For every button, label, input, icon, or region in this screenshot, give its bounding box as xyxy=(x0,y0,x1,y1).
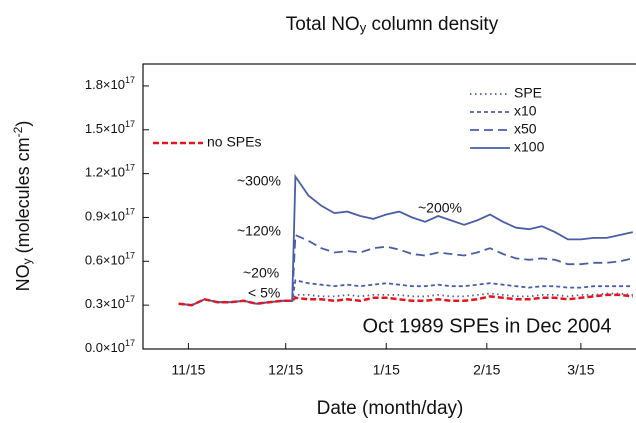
title-part: column density xyxy=(366,14,499,35)
legend-label: no SPEs xyxy=(207,134,261,150)
tick-exponent: 17 xyxy=(125,75,135,85)
ylabel-part: ) xyxy=(13,121,33,127)
ylabel-part: -2 xyxy=(11,126,25,137)
ylabel-part: (molecules cm xyxy=(13,137,33,258)
y-tick-label: 0.0×1017 xyxy=(85,338,135,355)
tick-exponent: 17 xyxy=(125,163,135,173)
annotation: ~300% xyxy=(237,173,281,189)
x-tick-label: 11/15 xyxy=(171,362,205,378)
y-tick-label: 1.8×1017 xyxy=(85,75,135,92)
x-tick-label: 12/15 xyxy=(268,362,303,378)
y-tick-label: 1.5×1017 xyxy=(85,119,135,136)
annotation: Oct 1989 SPEs in Dec 2004 xyxy=(362,315,611,337)
y-tick-label: 0.6×1017 xyxy=(85,251,135,268)
tick-exponent: 17 xyxy=(125,251,135,261)
annotation: ~200% xyxy=(418,200,462,216)
title-part: Total NO xyxy=(286,14,360,35)
series-line xyxy=(178,233,633,307)
x-tick-label: 1/15 xyxy=(373,362,400,378)
y-tick-label: 1.2×1017 xyxy=(85,163,135,180)
chart-title: Total NOy column density xyxy=(286,14,499,35)
ylabel-part: y xyxy=(20,258,34,264)
tick-exponent: 17 xyxy=(125,338,135,348)
tick-mantissa: 1.2×10 xyxy=(85,165,125,180)
tick-mantissa: 0.9×10 xyxy=(85,209,125,224)
series-line xyxy=(178,173,633,307)
y-tick-label: 0.9×1017 xyxy=(85,207,135,224)
series-line xyxy=(178,293,633,307)
x-axis-label: Date (month/day) xyxy=(317,398,464,419)
legend-label: SPE xyxy=(514,85,542,101)
tick-mantissa: 0.3×10 xyxy=(85,297,125,312)
tick-mantissa: 0.6×10 xyxy=(85,253,125,268)
legend-label: x50 xyxy=(514,121,537,137)
ylabel-part: NO xyxy=(13,264,33,291)
x-tick-label: 2/15 xyxy=(473,362,500,378)
annotation: ~120% xyxy=(237,223,281,239)
annotation: < 5% xyxy=(248,285,280,301)
annotation: ~20% xyxy=(243,265,279,281)
tick-exponent: 17 xyxy=(125,295,135,305)
legend-label: x10 xyxy=(514,103,537,119)
tick-mantissa: 1.5×10 xyxy=(85,121,125,136)
tick-exponent: 17 xyxy=(125,119,135,129)
y-tick-label: 0.3×1017 xyxy=(85,295,135,312)
tick-mantissa: 0.0×10 xyxy=(85,340,125,355)
title-part: y xyxy=(360,20,367,35)
y-axis-label: NOy (molecules cm-2) xyxy=(11,121,33,292)
x-tick-label: 3/15 xyxy=(567,362,594,378)
tick-mantissa: 1.8×10 xyxy=(85,77,125,92)
legend-label: x100 xyxy=(514,139,545,155)
tick-exponent: 17 xyxy=(125,207,135,217)
plot-frame xyxy=(142,63,636,350)
